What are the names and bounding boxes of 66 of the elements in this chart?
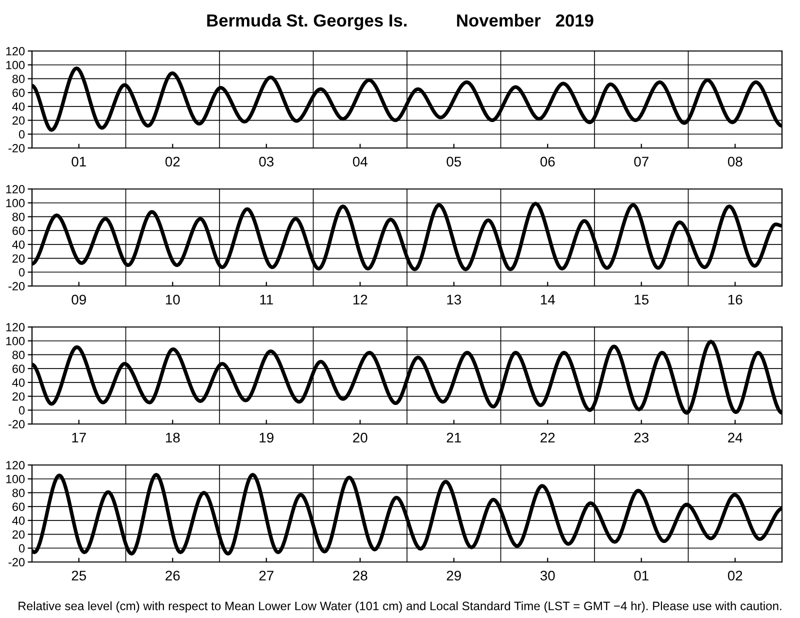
y-tick-label: 120 [6,323,25,332]
x-tick-label: 23 [634,432,648,443]
x-tick-label: 13 [447,294,461,305]
x-tick-label: 24 [728,432,742,442]
chart-title: Bermuda St. Georges Is. November 2019 [207,14,594,30]
x-tick-label: 05 [446,156,462,167]
y-tick-label: 40 [12,102,25,111]
x-tick-label: 29 [446,570,461,581]
x-tick-label: 06 [540,156,555,167]
x-tick-label: 19 [260,432,274,443]
y-tick-label: 20 [12,530,25,539]
x-tick-label: 16 [728,294,742,305]
y-tick-label: 40 [12,516,25,525]
y-tick-label: 100 [6,336,25,346]
x-tick-label: 28 [353,570,368,581]
y-tick-label: 120 [6,47,25,56]
x-tick-label: 25 [72,570,86,581]
x-tick-label: 30 [540,570,555,581]
x-tick-label: 18 [166,432,180,443]
x-tick-label: 01 [634,570,648,581]
y-tick-label: 100 [6,60,25,70]
y-tick-label: 20 [12,116,25,125]
y-tick-label: 0 [18,544,25,553]
x-tick-label: 12 [353,294,368,304]
y-tick-label: 80 [12,212,25,222]
x-tick-label: 11 [260,294,273,304]
y-tick-label: 120 [6,185,25,194]
y-tick-label: 80 [12,350,25,360]
x-tick-label: 09 [72,294,86,305]
x-tick-label: 27 [259,570,274,580]
y-tick-label: 80 [12,488,25,498]
y-tick-label: 60 [12,88,25,97]
y-tick-label: 100 [6,474,25,484]
x-tick-label: 20 [353,432,368,443]
y-tick-label: 20 [12,392,25,401]
x-tick-label: 04 [352,156,368,167]
x-tick-label: 03 [259,156,274,167]
y-tick-label: 20 [12,254,25,263]
y-tick-label: 40 [12,240,25,249]
x-tick-label: 10 [166,294,180,305]
y-tick-label: 0 [18,406,25,415]
y-tick-label: -20 [8,282,25,290]
y-tick-label: 0 [18,130,25,139]
y-tick-label: 100 [6,198,25,208]
x-tick-label: 07 [634,156,648,167]
x-tick-label: 26 [166,570,180,581]
y-tick-label: 40 [12,378,25,387]
x-tick-label: 21 [446,432,461,442]
y-tick-label: -20 [8,558,25,566]
x-tick-label: 22 [540,432,555,442]
y-tick-label: 0 [18,268,25,277]
y-tick-label: 60 [12,502,25,511]
x-tick-label: 15 [634,294,649,305]
x-tick-label: 08 [728,156,742,167]
y-tick-label: -20 [8,144,25,152]
y-tick-label: 120 [6,461,25,470]
x-tick-label: 17 [72,432,86,442]
x-tick-label: 02 [165,156,180,167]
x-tick-label: 14 [540,294,555,304]
y-tick-label: -20 [8,420,25,428]
y-tick-label: 60 [12,226,25,235]
y-tick-label: 60 [12,364,25,373]
text: Relative sea level (cm) with respect to Mean Lower Low Water (101 cm) and Local Standard Time (LST = GMT −4 hr). Please use with caution. [18,601,782,613]
y-tick-label: 80 [12,74,25,84]
x-tick-label: 02 [728,570,742,581]
x-tick-label: 01 [72,156,86,167]
